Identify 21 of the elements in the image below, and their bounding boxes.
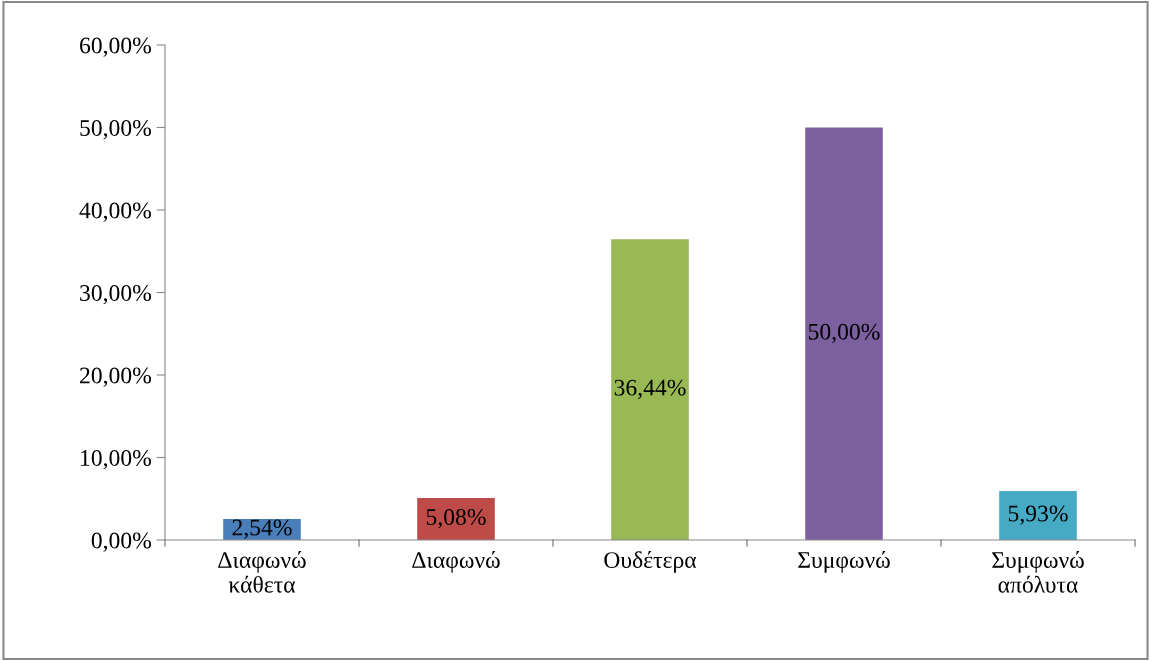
data-label: 2,54% [232,519,292,539]
data-label: 36,44% [614,379,686,399]
y-tick-label: 60,00% [80,37,151,57]
data-label: 5,93% [1008,505,1068,525]
bar [999,491,1077,540]
bar [611,239,689,540]
y-tick-label: 20,00% [80,367,151,387]
data-label: 50,00% [808,323,880,344]
y-tick-label: 50,00% [80,119,151,140]
data-label: 5,08% [426,509,486,529]
x-tick-label: Συμφωνώ απόλυτα [992,551,1084,593]
y-tick-label: 10,00% [81,449,151,470]
y-tick-label: 40,00% [79,202,151,222]
bar [417,498,495,540]
x-tick-label: Συμφωνώ [798,551,890,573]
x-tick-label: Διαφωνώ [412,551,500,573]
y-tick-label: 0,00% [91,532,151,552]
x-tick-label: Διαφωνώ κάθετα [218,551,306,593]
y-tick-label: 30,00% [80,284,151,305]
x-tick-label: Ουδέτερα [604,551,697,573]
bar [805,127,883,540]
